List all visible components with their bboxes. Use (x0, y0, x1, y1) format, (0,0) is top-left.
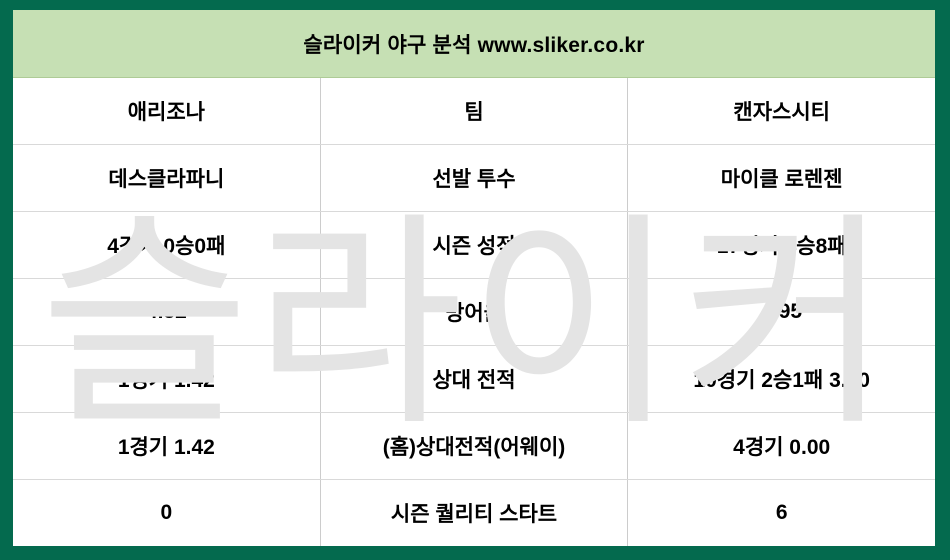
table-row-head-to-head: 1경기 1.42 상대 전적 10경기 2승1패 3.00 (13, 345, 935, 412)
table-row-home-away-record: 1경기 1.42 (홈)상대전적(어웨이) 4경기 0.00 (13, 412, 935, 479)
table-row-quality-start: 0 시즌 퀄리티 스타트 6 (13, 479, 935, 546)
page-title: 슬라이커 야구 분석 www.sliker.co.kr (13, 10, 935, 78)
cell-home-away-label: (홈)상대전적(어웨이) (319, 413, 628, 479)
cell-quality-start-label: 시즌 퀄리티 스타트 (319, 480, 628, 546)
table-row-team: 애리조나 팀 캔자스시티 (13, 78, 935, 144)
cell-home-away-left: 1경기 1.42 (117, 436, 215, 459)
cell-head-to-head-label: 상대 전적 (319, 346, 628, 412)
cell-pitcher-right: 마이클 로렌젠 (627, 145, 935, 211)
cell-era-right: 4.95 (627, 279, 935, 345)
cell-season-record-label: 시즌 성적 (319, 212, 628, 278)
cell-season-record-left: 4경기 0승0패 (107, 235, 226, 258)
table-row-starting-pitcher: 데스클라파니 선발 투수 마이클 로렌젠 (13, 144, 935, 211)
cell-team-label: 팀 (319, 78, 628, 144)
cell-pitcher-label: 선발 투수 (319, 145, 628, 211)
cell-quality-start-left: 0 (160, 501, 173, 524)
cell-head-to-head-right: 10경기 2승1패 3.00 (627, 346, 935, 412)
table-row-era: 4.82 방어율 4.95 (13, 278, 935, 345)
cell-team-left: 애리조나 (127, 101, 205, 124)
comparison-table: 애리조나 팀 캔자스시티 데스클라파니 선발 투수 마이클 로렌젠 4경기 0승… (13, 78, 935, 546)
cell-home-away-right: 4경기 0.00 (627, 413, 935, 479)
page-title-text: 슬라이커 야구 분석 www.sliker.co.kr (303, 33, 645, 57)
table-row-season-record: 4경기 0승0패 시즌 성적 17경기 4승8패 (13, 211, 935, 278)
cell-pitcher-left: 데스클라파니 (108, 168, 225, 191)
cell-era-left: 4.82 (145, 300, 187, 323)
cell-team-right: 캔자스시티 (627, 78, 935, 144)
cell-quality-start-right: 6 (627, 480, 935, 546)
cell-head-to-head-left: 1경기 1.42 (117, 369, 215, 392)
cell-season-record-right: 17경기 4승8패 (627, 212, 935, 278)
analysis-card-content: 슬라이커 야구 분석 www.sliker.co.kr 애리조나 팀 캔자스시티… (13, 10, 935, 546)
cell-era-label: 방어율 (319, 279, 628, 345)
